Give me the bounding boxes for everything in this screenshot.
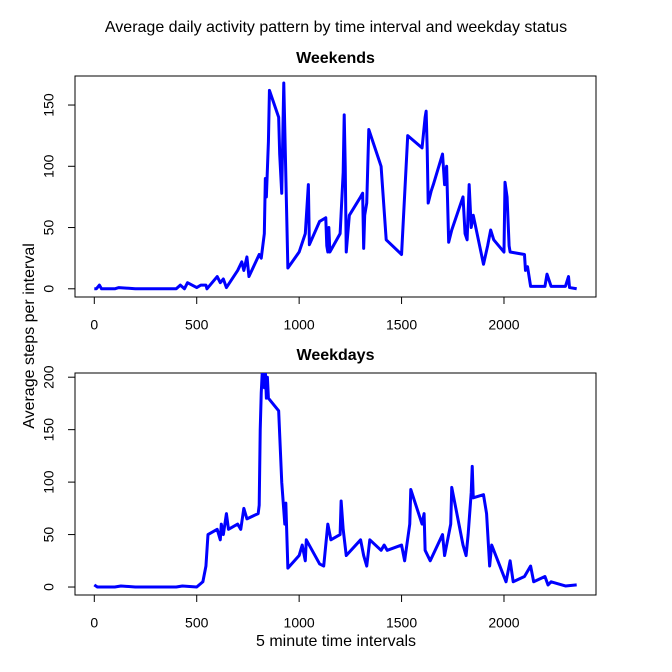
x-tick-label: 1500 [386,615,417,631]
figure-title: Average daily activity pattern by time i… [105,19,567,36]
x-tick-label: 2000 [488,317,519,333]
data-line [93,373,577,589]
x-tick-label: 1500 [386,317,417,333]
y-tick-label: 150 [41,93,57,117]
x-tick-label: 0 [90,615,98,631]
data-line [94,81,577,291]
y-tick-label: 100 [41,154,57,178]
x-axis-label: 5 minute time intervals [256,633,416,650]
x-tick-label: 1000 [284,615,315,631]
y-tick-label: 0 [41,583,57,591]
y-tick-label: 50 [41,527,57,543]
x-tick-label: 2000 [488,615,519,631]
panel-title: Weekdays [297,347,375,364]
y-tick-label: 100 [41,470,57,494]
y-tick-label: 200 [41,365,57,389]
y-axis-label: Average steps per interval [21,243,38,429]
y-tick-label: 50 [41,220,57,236]
plot-box [74,372,597,596]
x-tick-label: 500 [185,317,209,333]
plot-box [74,75,597,298]
y-tick-label: 150 [41,418,57,442]
x-tick-label: 500 [185,615,209,631]
x-tick-label: 1000 [284,317,315,333]
panel-title: Weekends [296,50,375,67]
y-tick-label: 0 [41,285,57,293]
x-tick-label: 0 [90,317,98,333]
